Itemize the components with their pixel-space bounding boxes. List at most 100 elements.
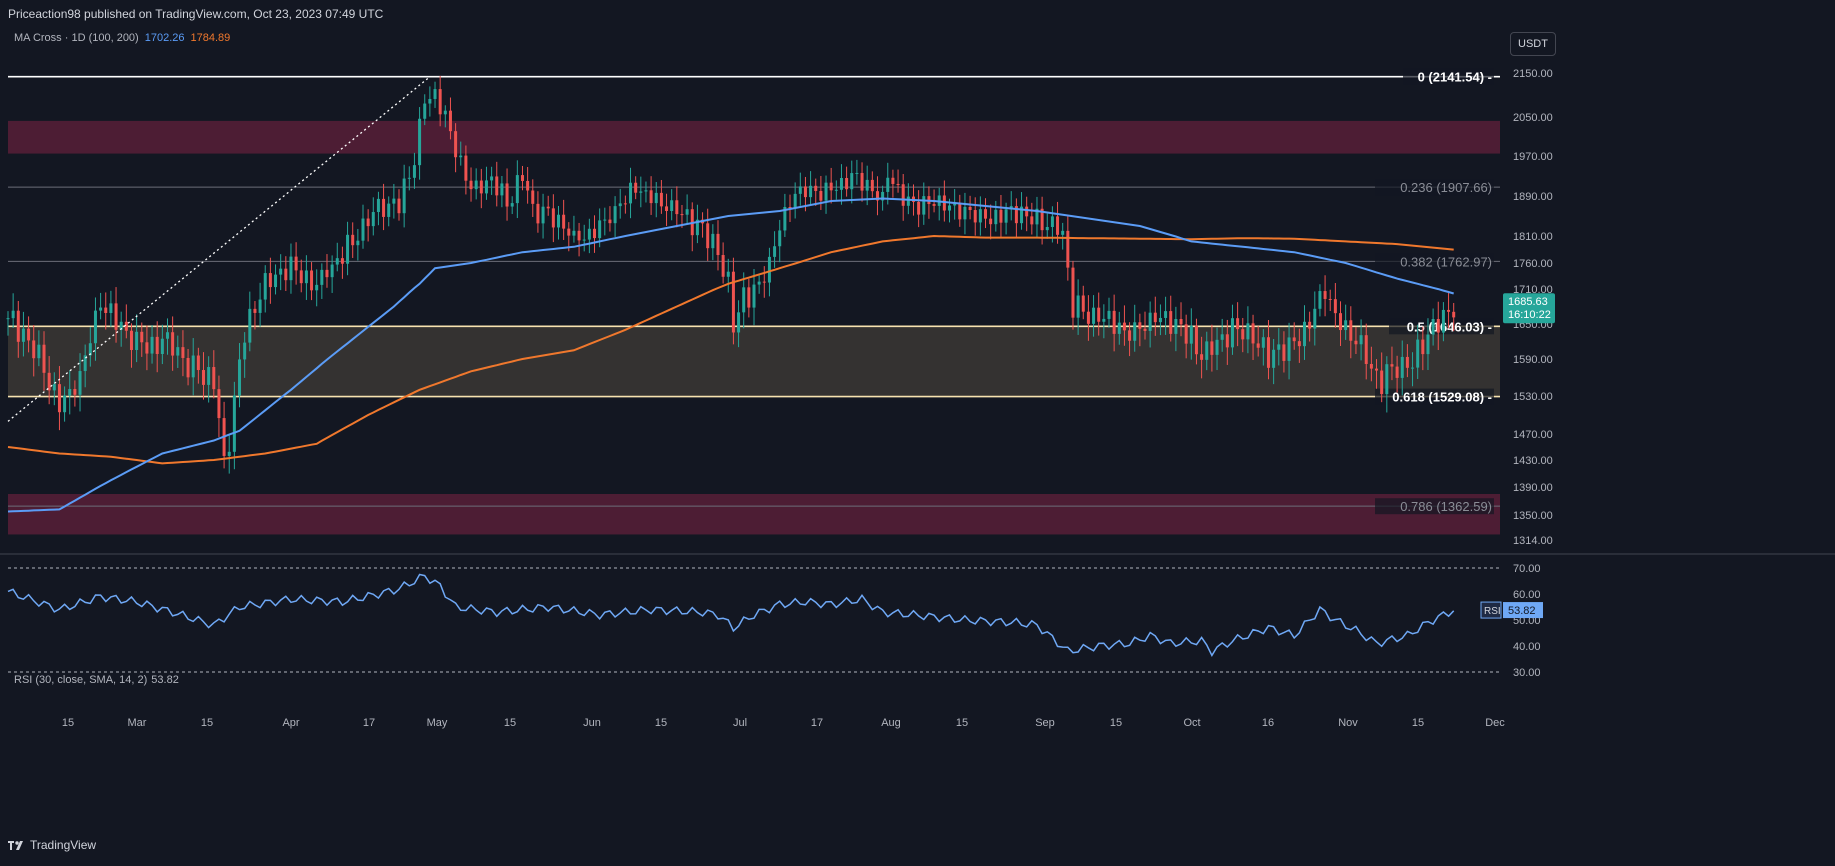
candle-body (459, 155, 463, 158)
candle-body (1308, 321, 1312, 329)
fib-label-1: 0.236 (1907.66) (1400, 180, 1492, 195)
candle-body (495, 176, 499, 196)
candle-body (119, 321, 123, 330)
candle-body (613, 206, 617, 224)
candle-body (171, 332, 175, 356)
candle-body (932, 204, 936, 206)
candle-body (443, 110, 447, 115)
candle-body (948, 205, 952, 211)
candle-body (757, 281, 761, 285)
time-tick-label: Jun (583, 717, 601, 729)
rsi-tick-label: 40.00 (1513, 641, 1541, 653)
candle-body (634, 182, 638, 193)
candle-body (299, 270, 303, 284)
publisher-header: Priceaction98 published on TradingView.c… (8, 7, 384, 21)
candle-body (778, 230, 782, 247)
ma200-value: 1784.89 (190, 32, 231, 44)
candle-body (135, 331, 139, 351)
price-tick-label: 1430.00 (1513, 455, 1553, 467)
candle-body (1287, 337, 1291, 361)
candle-body (819, 190, 823, 201)
candle-body (37, 344, 41, 359)
time-tick-label: 15 (201, 717, 213, 729)
candle-body (1452, 311, 1456, 318)
candle-body (1035, 208, 1039, 225)
candle-body (716, 233, 720, 256)
rsi-legend: RSI (30, close, SMA, 14, 2) 53.82 (14, 674, 179, 686)
candle-body (11, 310, 15, 319)
candle-body (47, 372, 51, 391)
candle-body (325, 269, 329, 278)
candle-body (891, 177, 895, 184)
candle-body (1205, 341, 1209, 360)
candle-body (1184, 324, 1188, 344)
candle-body (767, 256, 771, 283)
candle-body (52, 384, 56, 391)
candle-body (1153, 312, 1157, 323)
time-tick-label: Oct (1183, 717, 1200, 729)
candle-body (896, 183, 900, 185)
zone-demand (8, 326, 1500, 397)
candle-body (1354, 340, 1358, 345)
candle-body (129, 330, 133, 351)
candle-body (6, 318, 10, 320)
candle-body (407, 177, 411, 179)
footer-brand[interactable]: TradingView (8, 838, 96, 852)
candle-body (731, 271, 735, 333)
candle-body (1302, 321, 1306, 347)
candle-body (361, 218, 365, 241)
candle-body (418, 118, 422, 166)
candle-body (93, 310, 97, 344)
zone-supply (8, 120, 1500, 154)
time-tick-label: 15 (62, 717, 74, 729)
price-tick-label: 1350.00 (1513, 510, 1553, 522)
candle-body (289, 256, 293, 281)
candle-body (1261, 337, 1265, 348)
candle-body (1081, 295, 1085, 312)
candle-body (999, 209, 1003, 223)
candle-body (881, 191, 885, 201)
candle-body (1004, 209, 1008, 223)
time-tick-label: Nov (1338, 717, 1358, 729)
candle-body (1339, 313, 1343, 331)
candle-body (1117, 322, 1121, 334)
candle-body (1297, 341, 1301, 347)
candle-body (16, 310, 20, 342)
candle-body (238, 359, 242, 396)
ma-legend: MA Cross · 1D (100, 200) 1702.26 1784.89 (14, 32, 230, 44)
candle-body (63, 395, 67, 413)
candle-body (654, 192, 658, 204)
candle-body (973, 210, 977, 223)
candle-body (839, 177, 843, 190)
candle-body (474, 180, 478, 190)
candle-body (551, 208, 555, 228)
candle-body (1375, 368, 1379, 371)
candle-body (685, 209, 689, 215)
candle-body (479, 180, 483, 194)
candle-body (834, 189, 838, 191)
candle-body (1143, 328, 1147, 331)
candle-body (623, 203, 627, 205)
candle-body (165, 332, 169, 339)
currency-button[interactable]: USDT (1510, 32, 1556, 56)
price-tick-label: 1710.00 (1513, 284, 1553, 296)
candle-body (1385, 364, 1389, 395)
candle-body (1025, 206, 1029, 217)
rsi-tick-label: 60.00 (1513, 589, 1541, 601)
candle-body (803, 186, 807, 198)
candle-body (88, 343, 92, 356)
candle-body (659, 192, 663, 207)
fib-label-bg-1 (1375, 179, 1494, 196)
candle-body (1045, 227, 1049, 231)
candle-body (978, 209, 982, 223)
rsi-badge-value: 53.82 (1508, 605, 1536, 617)
candle-body (1086, 311, 1090, 324)
candle-body (1133, 322, 1137, 341)
footer-brand-label: TradingView (30, 838, 97, 852)
candle-body (1148, 312, 1152, 331)
candle-body (870, 179, 874, 192)
price-tick-label: 1810.00 (1513, 231, 1553, 243)
candle-body (392, 198, 396, 204)
